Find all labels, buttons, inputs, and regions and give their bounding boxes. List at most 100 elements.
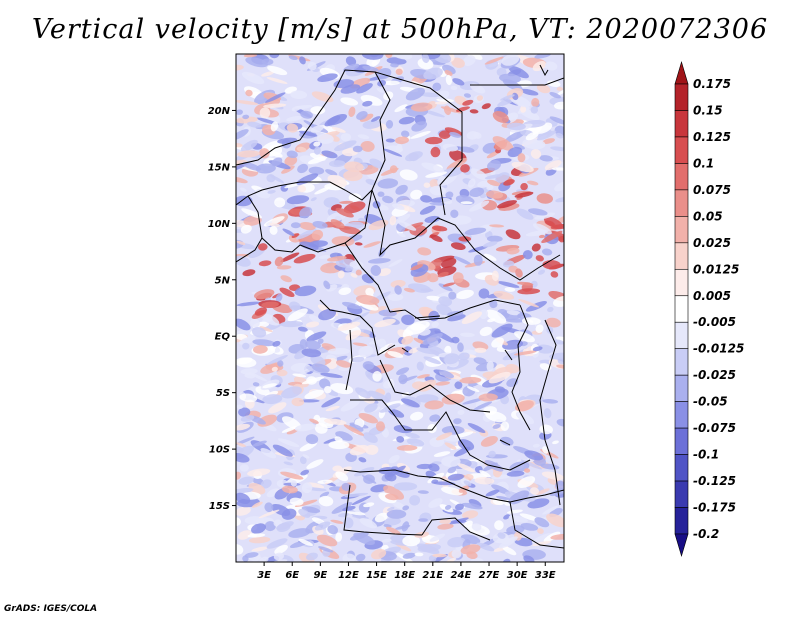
- field-cell: [236, 357, 257, 368]
- field-cell: [252, 327, 267, 338]
- field-cell: [416, 463, 433, 470]
- field-cell: [395, 184, 408, 195]
- field-cell: [512, 143, 525, 150]
- field-cell: [472, 341, 489, 351]
- field-cell: [473, 357, 487, 365]
- field-cell: [264, 521, 276, 532]
- field-cell: [449, 131, 462, 138]
- field-cell: [352, 342, 368, 347]
- field-cell: [409, 495, 421, 506]
- field-cell: [253, 555, 267, 562]
- field-cell: [417, 247, 432, 256]
- field-cell: [388, 408, 405, 418]
- colorbar-label: 0.05: [693, 209, 723, 223]
- field-cell: [447, 537, 466, 548]
- field-cell: [383, 148, 403, 157]
- field-cell: [491, 337, 504, 348]
- field-cell: [299, 222, 316, 231]
- field-cell: [385, 120, 394, 129]
- field-cell: [274, 197, 286, 208]
- lat-tick-label: EQ: [215, 332, 231, 343]
- field-cell: [326, 255, 347, 262]
- field-cell: [294, 285, 317, 297]
- field-cell: [319, 255, 331, 259]
- field-cell: [464, 473, 474, 480]
- field-cell: [460, 201, 473, 205]
- field-cell: [240, 224, 252, 234]
- field-cell: [484, 459, 504, 472]
- field-cell: [291, 105, 301, 112]
- field-cell: [555, 132, 564, 139]
- field-cell: [307, 482, 325, 489]
- field-cell: [417, 490, 429, 494]
- field-cell: [443, 105, 452, 116]
- field-cell: [288, 55, 298, 61]
- field-cell: [348, 106, 356, 118]
- field-cell: [276, 265, 292, 270]
- field-cell: [462, 397, 485, 405]
- field-cell: [267, 65, 288, 76]
- field-cell: [253, 345, 268, 354]
- field-cell: [518, 298, 540, 308]
- colorbar-bin: [674, 348, 689, 376]
- field-cell: [411, 121, 428, 132]
- field-cell: [244, 516, 264, 525]
- colorbar-bin: [674, 83, 689, 111]
- field-cell: [430, 146, 441, 158]
- field-cell: [335, 207, 354, 218]
- field-cell: [508, 515, 528, 523]
- field-cell: [445, 74, 453, 86]
- field-cell: [276, 369, 288, 377]
- field-cell: [550, 223, 564, 230]
- field-cell: [467, 178, 476, 188]
- field-cell: [520, 88, 539, 96]
- field-cell: [394, 285, 402, 295]
- field-cell: [267, 354, 288, 365]
- field-cell: [419, 205, 436, 215]
- field-cell: [487, 179, 500, 187]
- field-cell: [347, 511, 366, 516]
- field-cell: [344, 161, 364, 172]
- field-cell: [331, 126, 346, 133]
- field-cell: [444, 442, 457, 450]
- field-cell: [286, 115, 302, 122]
- field-cell: [532, 443, 540, 448]
- field-cell: [531, 243, 541, 252]
- lon-tick-label: 12E: [338, 570, 359, 581]
- colorbar-bin: [674, 480, 689, 508]
- field-cell: [367, 258, 391, 264]
- field-cell: [242, 269, 256, 277]
- field-cell: [309, 314, 321, 323]
- field-cell: [489, 300, 498, 309]
- field-cell: [261, 71, 275, 77]
- field-cell: [356, 83, 373, 94]
- field-cell: [422, 333, 443, 345]
- field-cell: [240, 139, 258, 152]
- field-cell: [297, 326, 308, 332]
- colorbar-label: -0.005: [693, 315, 736, 329]
- field-cell: [535, 255, 544, 262]
- field-cell: [338, 287, 352, 296]
- field-cell: [299, 456, 307, 465]
- field-cell: [460, 544, 481, 555]
- field-cell: [485, 190, 504, 199]
- field-cell: [394, 104, 408, 113]
- field-cell: [310, 197, 317, 202]
- field-cell: [305, 434, 319, 445]
- field-cell: [448, 291, 457, 300]
- field-cell: [438, 130, 451, 140]
- field-cell: [494, 386, 506, 393]
- field-cell: [395, 68, 403, 76]
- field-cell: [312, 221, 328, 229]
- field-cell: [493, 291, 515, 300]
- field-cell: [335, 360, 352, 368]
- field-cell: [451, 336, 460, 344]
- colorbar-label: 0.025: [693, 236, 731, 250]
- colorbar-label: -0.1: [693, 448, 719, 462]
- field-cell: [368, 390, 390, 402]
- field-cell: [433, 451, 451, 457]
- footer-credit: GrADS: IGES/COLA: [4, 604, 98, 614]
- field-cell: [260, 448, 277, 459]
- field-cell: [401, 521, 410, 532]
- field-cell: [395, 143, 403, 153]
